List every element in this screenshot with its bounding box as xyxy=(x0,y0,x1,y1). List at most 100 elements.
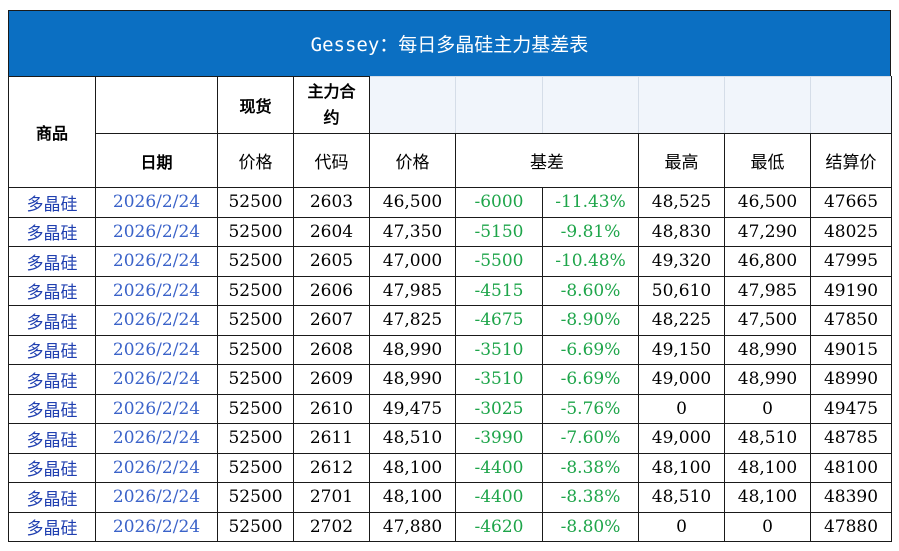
futures-price-cell: 48,100 xyxy=(369,482,456,513)
basis-percent-cell: -6.69% xyxy=(542,364,639,395)
settle-cell: 48100 xyxy=(810,452,892,483)
product-cell: 多晶硅 xyxy=(8,334,96,365)
basis-cell: -4620 xyxy=(455,511,543,542)
futures-price-cell: 48,990 xyxy=(369,364,456,395)
table-row: 多晶硅 2026/2/24 52500 2606 47,985 -4515 -8.60% 50… xyxy=(8,275,892,306)
basis-table-container: Gessey：每日多晶硅主力基差表 商品 现货 主力合约 xyxy=(8,10,892,542)
futures-price-cell: 49,475 xyxy=(369,393,456,424)
spot-price-cell: 52500 xyxy=(217,452,294,483)
date-cell: 2026/2/24 xyxy=(95,246,218,277)
product-cell: 多晶硅 xyxy=(8,246,96,277)
product-cell: 多晶硅 xyxy=(8,423,96,454)
header-spot-price: 价格 xyxy=(217,133,294,188)
spot-price-cell: 52500 xyxy=(217,216,294,247)
settle-cell: 48990 xyxy=(810,364,892,395)
contract-code-cell: 2702 xyxy=(293,511,370,542)
header-spot: 现货 xyxy=(217,76,294,134)
header-settle: 结算价 xyxy=(810,133,892,188)
basis-percent-cell: -8.80% xyxy=(542,511,639,542)
header-date: 日期 xyxy=(95,133,218,188)
low-cell: 47,985 xyxy=(724,275,811,306)
high-cell: 48,225 xyxy=(638,305,725,336)
basis-percent-cell: -11.43% xyxy=(542,187,639,218)
header-blank xyxy=(638,76,725,134)
low-cell: 48,510 xyxy=(724,423,811,454)
futures-price-cell: 46,500 xyxy=(369,187,456,218)
spot-price-cell: 52500 xyxy=(217,482,294,513)
basis-percent-cell: -8.38% xyxy=(542,482,639,513)
header-basis: 基差 xyxy=(455,133,639,188)
header-row-2: 日期 价格 代码 价格 基差 最高 最低 结算价 xyxy=(9,133,892,188)
header-high: 最高 xyxy=(638,133,725,188)
table-row: 多晶硅 2026/2/24 52500 2611 48,510 -3990 -7.60% 49… xyxy=(8,423,892,454)
futures-price-cell: 47,825 xyxy=(369,305,456,336)
header-futures-price: 价格 xyxy=(369,133,456,188)
low-cell: 0 xyxy=(724,511,811,542)
header-blank xyxy=(542,76,639,134)
contract-code-cell: 2611 xyxy=(293,423,370,454)
basis-percent-cell: -6.69% xyxy=(542,334,639,365)
date-cell: 2026/2/24 xyxy=(95,393,218,424)
contract-code-cell: 2605 xyxy=(293,246,370,277)
spot-price-cell: 52500 xyxy=(217,511,294,542)
basis-cell: -3990 xyxy=(455,423,543,454)
product-cell: 多晶硅 xyxy=(8,187,96,218)
high-cell: 50,610 xyxy=(638,275,725,306)
product-cell: 多晶硅 xyxy=(8,364,96,395)
settle-cell: 49015 xyxy=(810,334,892,365)
futures-price-cell: 48,990 xyxy=(369,334,456,365)
contract-code-cell: 2604 xyxy=(293,216,370,247)
header-blank xyxy=(369,76,456,134)
header-product: 商品 xyxy=(8,76,96,188)
spot-price-cell: 52500 xyxy=(217,423,294,454)
product-cell: 多晶硅 xyxy=(8,511,96,542)
low-cell: 47,500 xyxy=(724,305,811,336)
basis-cell: -4515 xyxy=(455,275,543,306)
settle-cell: 49190 xyxy=(810,275,892,306)
high-cell: 49,150 xyxy=(638,334,725,365)
futures-price-cell: 47,985 xyxy=(369,275,456,306)
header-row-1: 商品 现货 主力合约 xyxy=(8,76,892,188)
low-cell: 48,990 xyxy=(724,364,811,395)
contract-code-cell: 2603 xyxy=(293,187,370,218)
spot-price-cell: 52500 xyxy=(217,246,294,277)
futures-price-cell: 47,350 xyxy=(369,216,456,247)
header-low: 最低 xyxy=(724,133,811,188)
spot-price-cell: 52500 xyxy=(217,305,294,336)
table-row: 多晶硅 2026/2/24 52500 2605 47,000 -5500 -10.48% 4… xyxy=(8,246,892,277)
settle-cell: 47995 xyxy=(810,246,892,277)
settle-cell: 49475 xyxy=(810,393,892,424)
table-row: 多晶硅 2026/2/24 52500 2608 48,990 -3510 -6.69% 49… xyxy=(8,334,892,365)
header-blank xyxy=(810,76,892,134)
product-cell: 多晶硅 xyxy=(8,482,96,513)
high-cell: 0 xyxy=(638,511,725,542)
futures-price-cell: 48,100 xyxy=(369,452,456,483)
product-cell: 多晶硅 xyxy=(8,216,96,247)
basis-table: 商品 现货 主力合约 日期 价格 代码 价格 基差 最高 最低 结算价 多晶硅 2… xyxy=(8,76,892,542)
table-row: 多晶硅 2026/2/24 52500 2701 48,100 -4400 -8.38% 48… xyxy=(8,482,892,513)
date-cell: 2026/2/24 xyxy=(95,216,218,247)
high-cell: 48,100 xyxy=(638,452,725,483)
spot-price-cell: 52500 xyxy=(217,364,294,395)
high-cell: 48,510 xyxy=(638,482,725,513)
date-cell: 2026/2/24 xyxy=(95,364,218,395)
header-blank xyxy=(724,76,811,134)
spot-price-cell: 52500 xyxy=(217,393,294,424)
spot-price-cell: 52500 xyxy=(217,334,294,365)
table-row: 多晶硅 2026/2/24 52500 2702 47,880 -4620 -8.80% 0 0… xyxy=(8,511,892,542)
high-cell: 48,830 xyxy=(638,216,725,247)
low-cell: 48,100 xyxy=(724,482,811,513)
spot-price-cell: 52500 xyxy=(217,187,294,218)
table-row: 多晶硅 2026/2/24 52500 2607 47,825 -4675 -8.90% 48… xyxy=(8,305,892,336)
low-cell: 0 xyxy=(724,393,811,424)
table-title: Gessey：每日多晶硅主力基差表 xyxy=(8,10,891,76)
basis-cell: -3510 xyxy=(455,364,543,395)
contract-code-cell: 2606 xyxy=(293,275,370,306)
basis-percent-cell: -10.48% xyxy=(542,246,639,277)
basis-cell: -6000 xyxy=(455,187,543,218)
header-blank xyxy=(95,76,218,134)
table-row: 多晶硅 2026/2/24 52500 2610 49,475 -3025 -5.76% 0 0… xyxy=(8,393,892,424)
high-cell: 0 xyxy=(638,393,725,424)
basis-percent-cell: -8.90% xyxy=(542,305,639,336)
futures-price-cell: 48,510 xyxy=(369,423,456,454)
